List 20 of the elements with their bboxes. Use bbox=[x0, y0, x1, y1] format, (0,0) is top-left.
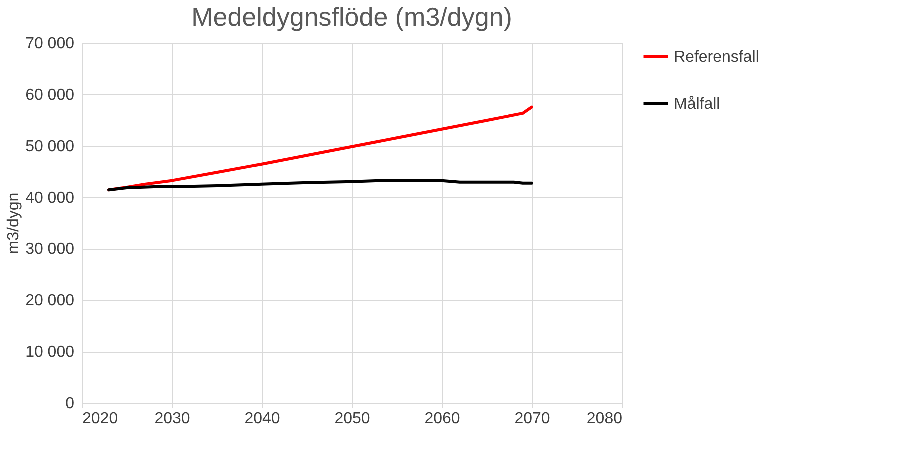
x-tick-label: 2060 bbox=[424, 410, 460, 428]
y-tick-label: 50 000 bbox=[26, 138, 75, 156]
x-tick-label: 2020 bbox=[82, 410, 118, 428]
legend-label: Referensfall bbox=[674, 49, 760, 66]
chart-title: Medeldygnsflöde (m3/dygn) bbox=[192, 2, 512, 32]
line-series bbox=[108, 179, 534, 192]
y-tick-label: 30 000 bbox=[26, 241, 75, 258]
x-tick-label: 2030 bbox=[154, 410, 190, 428]
y-tick-label: 10 000 bbox=[26, 344, 75, 362]
y-tick-label: 60 000 bbox=[26, 86, 75, 104]
y-tick-label: 20 000 bbox=[26, 292, 75, 310]
x-tick-label: 2050 bbox=[334, 410, 370, 428]
y-tick-label: 0 bbox=[66, 396, 75, 412]
y-axis-title: m3/dygn bbox=[6, 192, 23, 254]
x-tick-label: 2080 bbox=[586, 410, 623, 428]
legend-label: Målfall bbox=[674, 96, 720, 113]
x-tick-label: 2040 bbox=[244, 410, 280, 428]
x-tick-label: 2070 bbox=[514, 410, 550, 428]
y-tick-label: 40 000 bbox=[26, 190, 75, 207]
y-tick-label: 70 000 bbox=[26, 36, 75, 52]
